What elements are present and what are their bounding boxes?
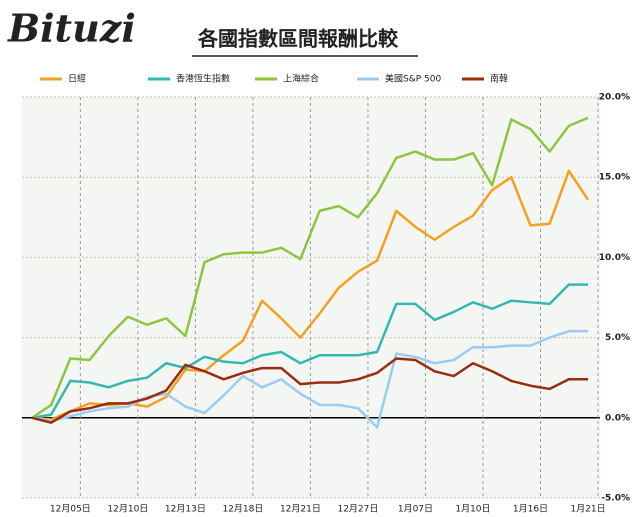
logo: Bituzi — [7, 6, 136, 51]
series-line — [31, 283, 588, 420]
x-tick-label: 12月10日 — [107, 504, 148, 515]
plot-background — [22, 97, 600, 498]
x-tick-label: 12月21日 — [280, 504, 321, 515]
y-tick-label: 10.0% — [599, 253, 630, 263]
y-tick-label: 20.0% — [599, 93, 630, 103]
chart-title: 各國指數區間報酬比較 — [197, 27, 399, 51]
x-tick-label: 12月13日 — [165, 504, 206, 515]
series-line — [31, 329, 588, 429]
series-line — [31, 357, 588, 424]
x-tick-label: 1月21日 — [570, 504, 605, 515]
x-tick-label: 12月05日 — [50, 504, 91, 515]
x-tick-label: 1月10日 — [455, 504, 490, 515]
legend-label: 香港恆生指數 — [176, 73, 230, 85]
legend-label: 日經 — [68, 73, 86, 85]
x-tick-label: 1月16日 — [513, 504, 548, 515]
x-tick-label: 12月27日 — [337, 504, 378, 515]
x-tick-label: 12月18日 — [222, 504, 263, 515]
y-tick-label: 5.0% — [605, 333, 630, 343]
y-tick-label: 0.0% — [605, 413, 630, 423]
y-tick-label: 15.0% — [599, 173, 630, 183]
legend-label: 南韓 — [490, 73, 508, 85]
legend-label: 上海綜合 — [283, 73, 319, 85]
y-tick-label: -5.0% — [601, 494, 630, 504]
legend-label: 美國S&P 500 — [385, 73, 441, 85]
series-line — [31, 116, 589, 419]
x-tick-label: 1月07日 — [398, 504, 433, 515]
